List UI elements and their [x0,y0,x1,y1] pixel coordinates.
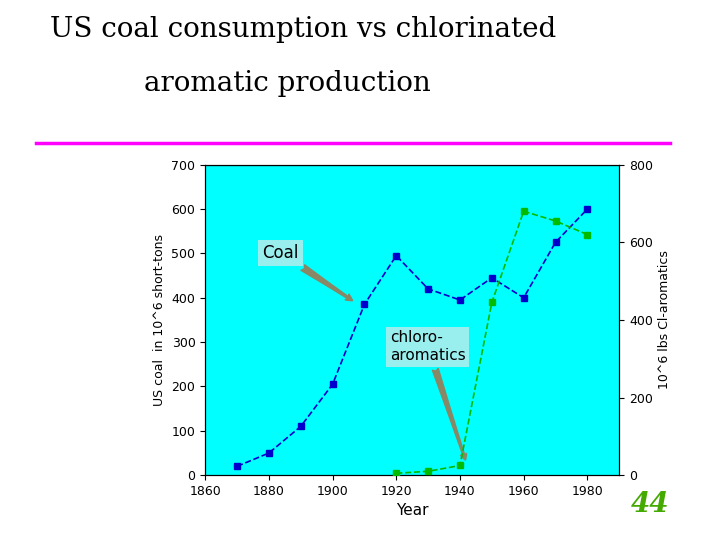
Text: aromatic production: aromatic production [144,70,431,97]
Y-axis label: 10^6 lbs Cl-aromatics: 10^6 lbs Cl-aromatics [659,251,672,389]
X-axis label: Year: Year [396,503,428,518]
Text: chloro-
aromatics: chloro- aromatics [390,330,467,460]
Y-axis label: US coal  in 10^6 short-tons: US coal in 10^6 short-tons [153,234,166,406]
Text: 44: 44 [631,491,670,518]
Text: US coal consumption vs chlorinated: US coal consumption vs chlorinated [50,16,557,43]
Text: Coal: Coal [263,244,353,301]
